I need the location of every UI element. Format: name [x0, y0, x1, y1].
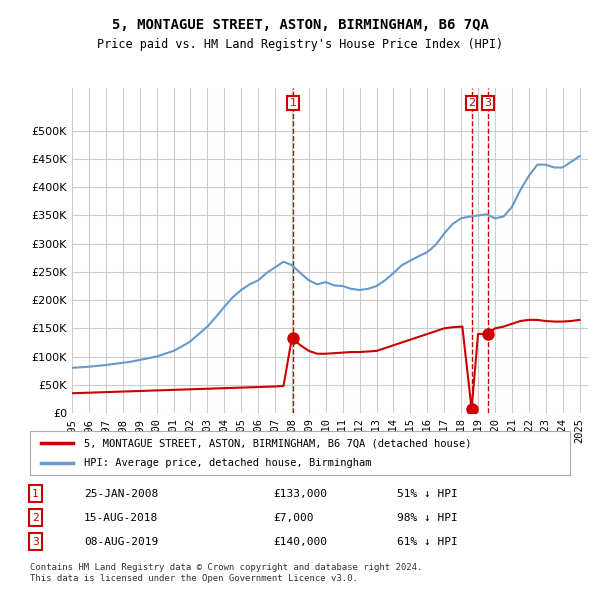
Text: £133,000: £133,000 [273, 489, 327, 499]
Text: 25-JAN-2008: 25-JAN-2008 [84, 489, 158, 499]
Text: 5, MONTAGUE STREET, ASTON, BIRMINGHAM, B6 7QA (detached house): 5, MONTAGUE STREET, ASTON, BIRMINGHAM, B… [84, 438, 472, 448]
Text: 08-AUG-2019: 08-AUG-2019 [84, 537, 158, 546]
Text: 51% ↓ HPI: 51% ↓ HPI [397, 489, 458, 499]
Text: 2: 2 [468, 98, 475, 108]
Text: 3: 3 [32, 537, 39, 546]
Text: 3: 3 [485, 98, 491, 108]
Text: 2: 2 [32, 513, 39, 523]
Text: 5, MONTAGUE STREET, ASTON, BIRMINGHAM, B6 7QA: 5, MONTAGUE STREET, ASTON, BIRMINGHAM, B… [112, 18, 488, 32]
Text: £140,000: £140,000 [273, 537, 327, 546]
Text: £7,000: £7,000 [273, 513, 314, 523]
Text: 15-AUG-2018: 15-AUG-2018 [84, 513, 158, 523]
Text: HPI: Average price, detached house, Birmingham: HPI: Average price, detached house, Birm… [84, 458, 371, 467]
Text: 61% ↓ HPI: 61% ↓ HPI [397, 537, 458, 546]
Text: Price paid vs. HM Land Registry's House Price Index (HPI): Price paid vs. HM Land Registry's House … [97, 38, 503, 51]
Text: 98% ↓ HPI: 98% ↓ HPI [397, 513, 458, 523]
Text: Contains HM Land Registry data © Crown copyright and database right 2024.
This d: Contains HM Land Registry data © Crown c… [30, 563, 422, 583]
Text: 1: 1 [290, 98, 296, 108]
Text: 1: 1 [32, 489, 39, 499]
